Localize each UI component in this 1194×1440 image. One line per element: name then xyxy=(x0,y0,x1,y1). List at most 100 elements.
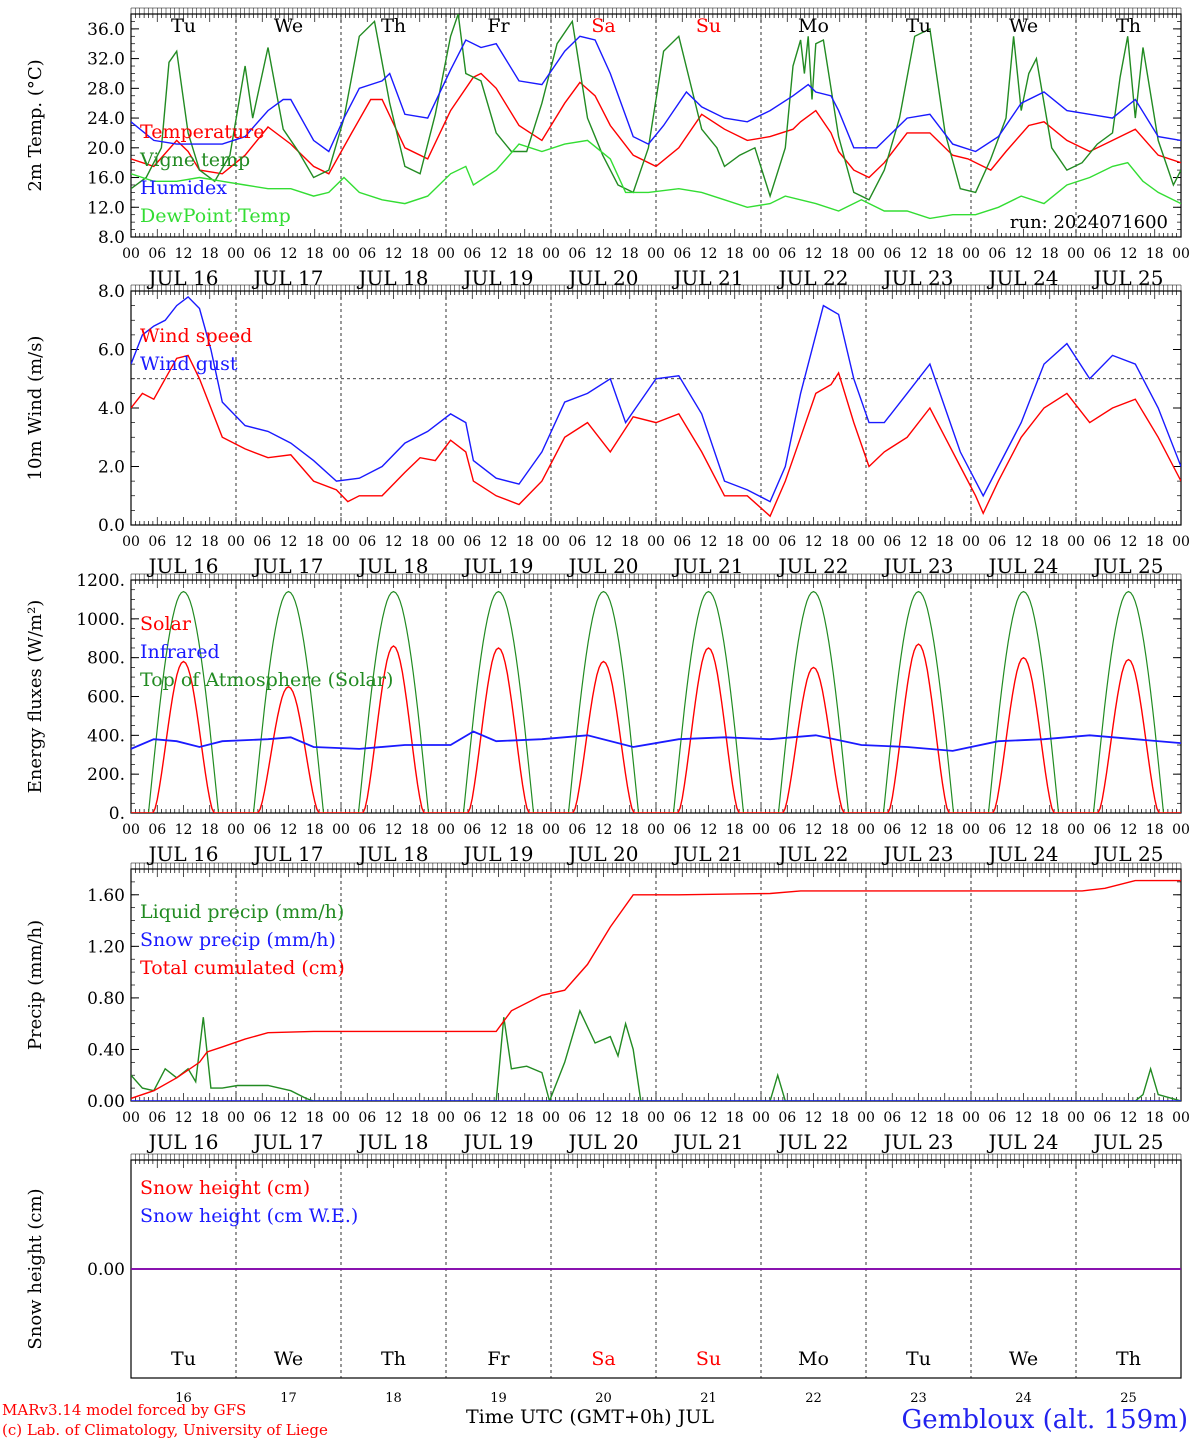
y-tick-label: 28.0 xyxy=(87,79,125,99)
y-tick-label: 0.00 xyxy=(87,1092,125,1112)
hour-tick-label: 18 xyxy=(1041,534,1059,550)
station-label: Gembloux (alt. 159m) xyxy=(902,1405,1188,1435)
hour-tick-label: 06 xyxy=(463,246,481,262)
credit-line-1: MARv3.14 model forced by GFS xyxy=(2,1401,246,1419)
hour-tick-label: 06 xyxy=(358,1110,376,1126)
date-label: JUL 25 xyxy=(1092,1130,1164,1154)
y-tick-label: 1000. xyxy=(76,610,125,630)
hour-tick-label: 00 xyxy=(227,822,245,838)
infrared-line xyxy=(131,730,1181,752)
hour-tick-label: 06 xyxy=(253,246,271,262)
panel-1: 8.0 12.0 16.0 20.0 24.0 28.0 32.0 36.0 2m Temp. … xyxy=(25,7,1190,290)
hour-tick-label: 06 xyxy=(1093,246,1111,262)
hour-tick-label: 06 xyxy=(1093,822,1111,838)
date-label: JUL 23 xyxy=(882,266,954,290)
hour-tick-label: 18 xyxy=(936,246,954,262)
day-abbr-label: Tu xyxy=(906,1348,931,1370)
day-abbr-label: Sa xyxy=(591,15,615,37)
hour-tick-label: 06 xyxy=(988,534,1006,550)
hour-tick-label: 12 xyxy=(280,822,298,838)
day-abbr-label: Tu xyxy=(906,15,931,37)
day-abbr-label: Th xyxy=(1116,15,1141,37)
hour-tick-label: 06 xyxy=(988,1110,1006,1126)
hour-tick-label: 00 xyxy=(1172,822,1190,838)
day-abbr-label: We xyxy=(274,1348,303,1370)
legend-entry: Infrared xyxy=(140,641,220,663)
legend-entry: DewPoint Temp xyxy=(140,205,291,227)
hour-tick-label: 12 xyxy=(490,534,508,550)
hour-tick-label: 06 xyxy=(358,822,376,838)
hour-tick-label: 12 xyxy=(1015,246,1033,262)
y-tick-label: 0.0 xyxy=(98,516,125,536)
hour-tick-label: 18 xyxy=(1041,246,1059,262)
day-number-label: 23 xyxy=(910,1391,927,1406)
day-number-label: 16 xyxy=(175,1391,192,1406)
y-axis-label: Snow height (cm) xyxy=(25,1188,46,1349)
hour-tick-label: 18 xyxy=(306,1110,324,1126)
y-tick-label: 24.0 xyxy=(87,109,125,129)
hour-tick-label: 06 xyxy=(148,1110,166,1126)
hour-tick-label: 18 xyxy=(726,534,744,550)
y-tick-label: 4.0 xyxy=(98,399,125,419)
hour-tick-label: 12 xyxy=(1120,1110,1138,1126)
hour-tick-label: 00 xyxy=(332,246,350,262)
hour-tick-label: 00 xyxy=(1172,1110,1190,1126)
date-label: JUL 22 xyxy=(777,842,849,866)
day-abbr-label: Tu xyxy=(171,15,196,37)
hour-tick-label: 00 xyxy=(857,534,875,550)
hour-tick-label: 18 xyxy=(831,1110,849,1126)
date-label: JUL 17 xyxy=(252,842,324,866)
hour-tick-label: 00 xyxy=(962,1110,980,1126)
hour-tick-label: 18 xyxy=(1146,822,1164,838)
hour-tick-label: 06 xyxy=(778,1110,796,1126)
panel-2: 0.0 2.0 4.0 6.0 8.0 10m Wind (m/s) Wind speed W… xyxy=(25,282,1190,578)
hour-tick-label: 00 xyxy=(122,822,140,838)
hour-tick-label: 18 xyxy=(306,822,324,838)
hour-tick-label: 12 xyxy=(595,246,613,262)
hour-tick-label: 12 xyxy=(280,246,298,262)
y-tick-label: 600. xyxy=(87,688,125,708)
date-label: JUL 21 xyxy=(672,1130,744,1154)
day-abbr-label: Sa xyxy=(591,1348,615,1370)
date-label: JUL 25 xyxy=(1092,842,1164,866)
y-tick-label: 800. xyxy=(87,649,125,669)
hour-tick-label: 18 xyxy=(411,246,429,262)
hour-tick-label: 06 xyxy=(358,246,376,262)
hour-tick-label: 00 xyxy=(227,246,245,262)
date-label: JUL 20 xyxy=(567,1130,639,1154)
humidex-line xyxy=(131,35,1181,153)
hour-tick-label: 18 xyxy=(516,1110,534,1126)
date-label: JUL 18 xyxy=(357,1130,429,1154)
hour-tick-label: 00 xyxy=(752,246,770,262)
day-abbr-label: We xyxy=(1009,15,1038,37)
date-label: JUL 20 xyxy=(567,266,639,290)
day-abbr-label: Fr xyxy=(487,1348,510,1370)
y-tick-label: 1.60 xyxy=(87,886,125,906)
date-label: JUL 22 xyxy=(777,266,849,290)
day-number-label: 24 xyxy=(1015,1391,1032,1406)
hour-tick-label: 12 xyxy=(595,534,613,550)
hour-tick-label: 18 xyxy=(411,534,429,550)
y-tick-label: 200. xyxy=(87,765,125,785)
hour-tick-label: 18 xyxy=(306,534,324,550)
date-label: JUL 21 xyxy=(672,842,744,866)
time-axis-label: Time UTC (GMT+0h) JUL xyxy=(466,1406,714,1428)
legend-entry: Top of Atmosphere (Solar) xyxy=(140,669,393,691)
hour-tick-label: 18 xyxy=(201,822,219,838)
hour-tick-label: 06 xyxy=(568,1110,586,1126)
hour-tick-label: 06 xyxy=(358,534,376,550)
hour-tick-label: 12 xyxy=(805,246,823,262)
hour-tick-label: 00 xyxy=(857,1110,875,1126)
y-tick-label: 1.20 xyxy=(87,937,125,957)
hour-tick-label: 12 xyxy=(1015,1110,1033,1126)
date-label: JUL 20 xyxy=(567,842,639,866)
hour-tick-label: 18 xyxy=(516,822,534,838)
hour-tick-label: 18 xyxy=(1041,822,1059,838)
day-abbr-label: Fr xyxy=(487,15,510,37)
hour-tick-label: 12 xyxy=(1120,822,1138,838)
day-number-label: 17 xyxy=(280,1391,297,1406)
legend-entry: Solar xyxy=(140,613,192,635)
y-tick-label: 8.0 xyxy=(98,282,125,302)
hour-tick-label: 00 xyxy=(122,1110,140,1126)
